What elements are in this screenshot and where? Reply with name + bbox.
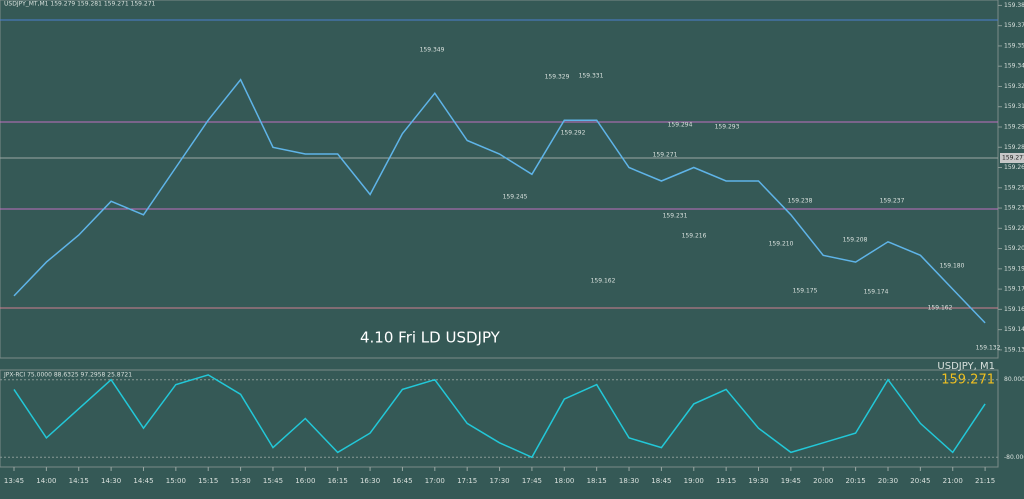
series-line	[13, 374, 986, 459]
x-tick-label: 19:45	[781, 477, 801, 485]
price-annotation: 159.331	[579, 73, 604, 80]
x-tick-label: 14:15	[69, 477, 89, 485]
price-annotation: 159.162	[591, 278, 616, 285]
main-panel	[0, 0, 999, 359]
y-tick-label: 159.205	[1004, 245, 1024, 252]
y-tick-label: 159.130	[1004, 346, 1024, 353]
y-tick-label: 159.235	[1004, 205, 1024, 212]
y-tick-label: 159.370	[1004, 22, 1024, 29]
price-annotation: 159.208	[843, 237, 868, 244]
price-annotation: 159.174	[864, 289, 889, 296]
indicator-panel	[0, 369, 999, 468]
y-tick-label: 159.160	[1004, 306, 1024, 313]
price-tag	[1000, 153, 1024, 163]
x-tick-label: 15:00	[166, 477, 186, 485]
price-annotation: 159.349	[420, 47, 445, 54]
y-tick-label: 159.250	[1004, 184, 1024, 191]
price-annotation: 159.294	[668, 122, 693, 129]
y-tick-label: 159.385	[1004, 2, 1024, 9]
x-tick-label: 21:15	[975, 477, 995, 485]
x-tick-label: 16:30	[360, 477, 380, 485]
price-annotation: 159.292	[561, 130, 586, 137]
y-tick-label: 159.175	[1004, 286, 1024, 293]
y-tick-label: 159.310	[1004, 103, 1024, 110]
x-tick-label: 19:15	[716, 477, 736, 485]
y-tick-label: 159.340	[1004, 63, 1024, 70]
x-tick-label: 18:00	[554, 477, 574, 485]
x-tick-label: 18:30	[619, 477, 639, 485]
price-annotation: 159.271	[653, 152, 678, 159]
x-tick-label: 19:30	[748, 477, 768, 485]
indicator-title: JPX-RCI 75.0000 88.6325 97.2958 25.8721	[3, 372, 132, 379]
price-annotation: 159.238	[788, 198, 813, 205]
price-annotation: 159.231	[663, 213, 688, 220]
x-tick-label: 20:00	[813, 477, 833, 485]
x-tick-label: 20:15	[846, 477, 866, 485]
x-tick-label: 18:15	[587, 477, 607, 485]
price-annotation: 159.329	[545, 74, 570, 81]
y-tick-label: 159.280	[1004, 144, 1024, 151]
x-tick-label: 13:45	[4, 477, 24, 485]
x-tick-label: 14:00	[36, 477, 56, 485]
price-annotation: 159.175	[793, 288, 818, 295]
header: USDJPY_MT,M1 159.279 159.281 159.271 159…	[4, 1, 156, 8]
y-tick-label: -80.0000	[1004, 454, 1024, 461]
price-annotation: 159.237	[880, 198, 905, 205]
y-tick-label: 159.265	[1004, 164, 1024, 171]
x-tick-label: 16:15	[328, 477, 348, 485]
y-tick-label: 159.145	[1004, 326, 1024, 333]
y-tick-label: 159.220	[1004, 225, 1024, 232]
y-tick-label: 159.190	[1004, 265, 1024, 272]
series-line	[13, 78, 986, 324]
x-tick-label: 16:00	[295, 477, 315, 485]
y-tick-label: 80.0000	[1004, 376, 1024, 383]
x-tick-label: 14:45	[133, 477, 153, 485]
y-tick-label: 159.325	[1004, 83, 1024, 90]
price-annotation: 159.180	[940, 263, 965, 270]
symbol: USDJPY, M1	[937, 361, 995, 372]
x-tick-label: 18:45	[651, 477, 671, 485]
x-tick-label: 20:30	[878, 477, 898, 485]
price-annotation: 159.245	[503, 194, 528, 201]
x-tick-label: 14:30	[101, 477, 121, 485]
x-tick-label: 21:00	[943, 477, 963, 485]
chart-title: 4.10 Fri LD USDJPY	[360, 329, 501, 347]
x-tick-label: 17:45	[522, 477, 542, 485]
x-tick-label: 17:30	[489, 477, 509, 485]
price-annotation: 159.216	[682, 233, 707, 240]
x-tick-label: 15:45	[263, 477, 283, 485]
x-tick-label: 16:45	[392, 477, 412, 485]
y-tick-label: 159.295	[1004, 123, 1024, 130]
price-annotation: 159.210	[769, 241, 794, 248]
price-annotation: 159.132	[976, 345, 1001, 352]
x-tick-label: 19:00	[684, 477, 704, 485]
y-tick-label: 159.355	[1004, 42, 1024, 49]
x-tick-label: 17:00	[425, 477, 445, 485]
price-tag-label: 159.271	[1002, 155, 1024, 162]
x-tick-label: 15:30	[230, 477, 250, 485]
x-tick-label: 20:45	[910, 477, 930, 485]
x-tick-label: 17:15	[457, 477, 477, 485]
price-annotation: 159.293	[715, 124, 740, 131]
price-annotation: 159.162	[928, 305, 953, 312]
x-tick-label: 15:15	[198, 477, 218, 485]
